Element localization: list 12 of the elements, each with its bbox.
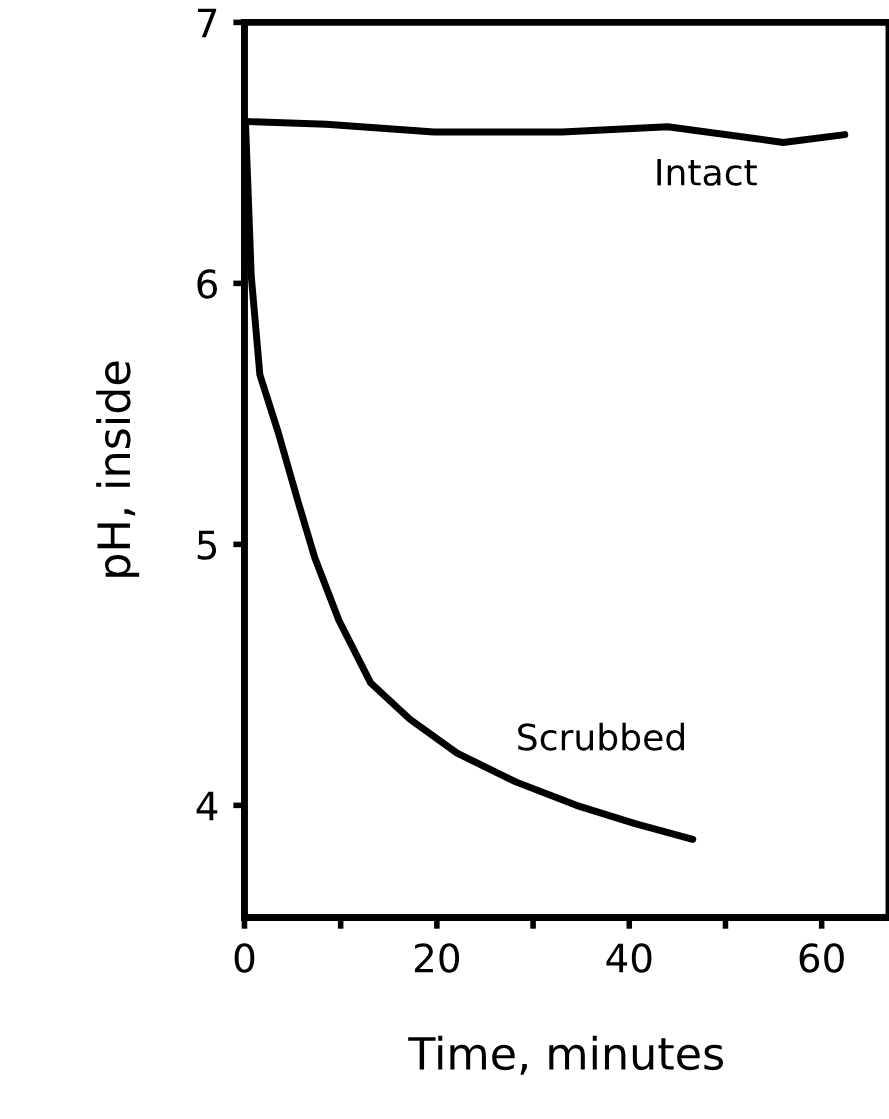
x-tick-label: 60: [799, 943, 844, 973]
y-tick-label: 5: [197, 530, 217, 560]
x-tick-label: 0: [234, 943, 255, 973]
x-axis-title: Time, minutes: [408, 1035, 724, 1075]
y-tick-label: 6: [197, 269, 218, 299]
series-label: Intact: [657, 159, 757, 186]
y-tick-label: 7: [197, 8, 217, 38]
x-tick-label: 40: [606, 943, 652, 973]
x-tick-label: 20: [414, 943, 460, 973]
y-axis-title: pH, inside: [96, 361, 140, 577]
series-label: Scrubbed: [518, 722, 684, 751]
y-tick-label: 4: [196, 791, 218, 821]
